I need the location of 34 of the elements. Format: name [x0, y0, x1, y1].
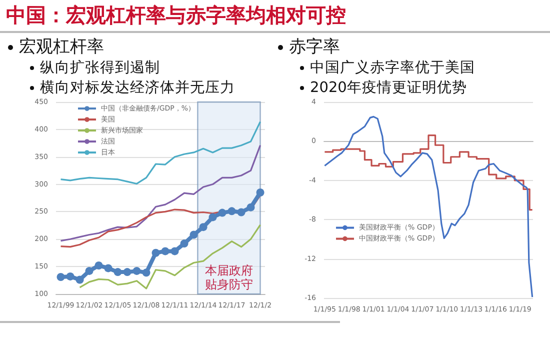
line-series [324, 116, 534, 298]
text: 中国广义赤字率优于美国 [310, 60, 475, 76]
point [170, 247, 179, 256]
point [199, 223, 208, 232]
point [246, 203, 255, 212]
point [256, 188, 264, 197]
line-series [78, 224, 262, 290]
point [237, 208, 246, 216]
point [142, 268, 150, 277]
point [132, 266, 141, 275]
text: 横向对标发达经济体并无压力 [40, 80, 235, 96]
point [190, 230, 198, 239]
text: 2020年疫情更证明优势 [310, 80, 467, 96]
point [94, 261, 103, 270]
band-label: 本届政府贴身防守 [204, 264, 253, 292]
point [114, 268, 122, 276]
point [228, 207, 236, 216]
text: 赤字率 [289, 37, 340, 57]
point [180, 240, 188, 248]
point [161, 247, 170, 256]
text: 宏观杠杆率 [19, 37, 104, 57]
point [208, 213, 217, 222]
point [123, 268, 132, 276]
text: 纵向扩张得到遏制 [40, 60, 160, 76]
point [56, 272, 65, 281]
point [76, 276, 84, 284]
point [152, 248, 160, 257]
line-series [60, 120, 262, 185]
chart-title: 中国：宏观杠杆率与赤字率均相对可控 [6, 2, 346, 29]
point [218, 208, 226, 217]
point [104, 264, 112, 272]
point [66, 272, 74, 280]
point [85, 266, 94, 275]
line-series [60, 144, 262, 242]
